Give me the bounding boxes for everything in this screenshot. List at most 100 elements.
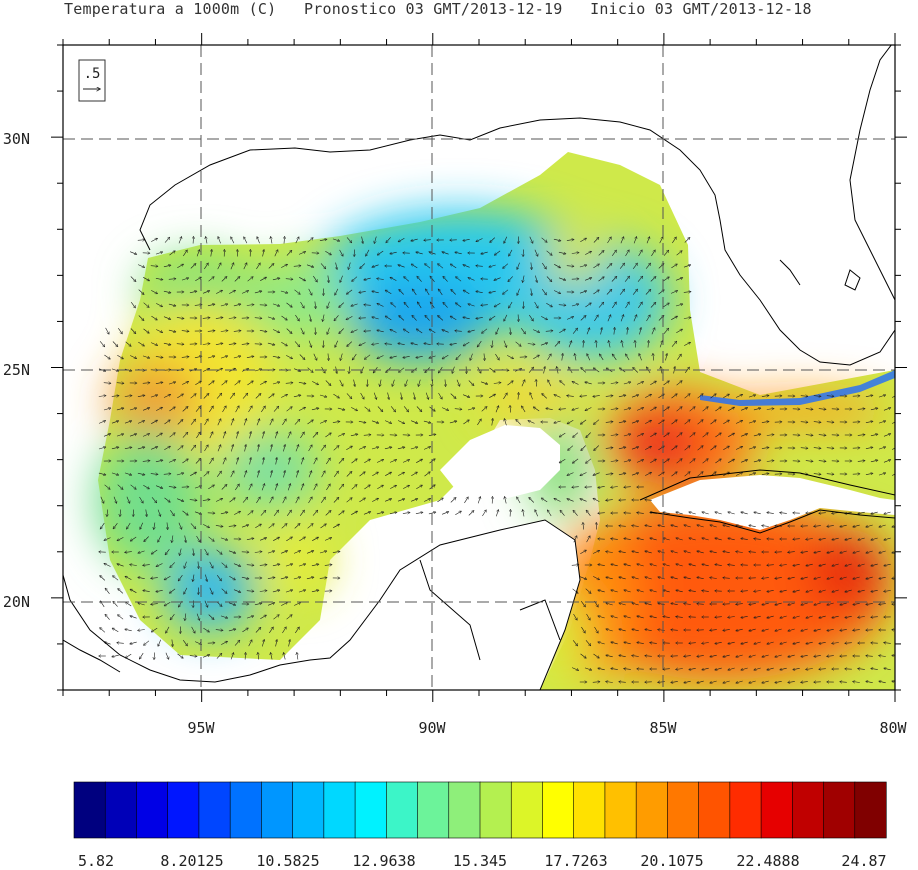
colorbar-swatch (261, 782, 293, 838)
colorbar-swatch (230, 782, 262, 838)
vector-arrow (416, 512, 423, 513)
vector-arrow (99, 396, 106, 397)
vector-arrow (271, 237, 272, 244)
vector-arrow (156, 252, 163, 254)
vector-arrow (113, 576, 119, 580)
vector-arrow (118, 615, 124, 619)
vector-arrow (125, 602, 131, 606)
colorbar-swatch (574, 782, 606, 838)
vector-arrow (104, 564, 110, 567)
vector-arrow (106, 328, 109, 334)
colorbar (74, 782, 886, 838)
colorbar-label: 8.20125 (160, 852, 223, 870)
colorbar-swatch (667, 782, 699, 838)
y-tick-label-30n: 30N (3, 130, 30, 148)
colorbar-swatch (605, 782, 637, 838)
colorbar-label: 10.5825 (256, 852, 319, 870)
vector-arrow (113, 601, 118, 606)
temperature-field (95, 152, 895, 690)
colorbar-label: 17.7263 (544, 852, 607, 870)
x-tick-label-80w: 80W (879, 719, 907, 737)
vector-arrow (117, 643, 124, 644)
vector-arrow (897, 668, 904, 670)
colorbar-swatch (168, 782, 200, 838)
vector-arrow (139, 653, 143, 659)
vector-arrow (482, 510, 486, 516)
vector-arrow (897, 642, 904, 643)
vector-reference-label: .5 (84, 66, 101, 82)
colorbar-label: 24.87 (841, 852, 886, 870)
vector-arrow (100, 341, 105, 346)
vector-arrow (244, 237, 247, 243)
x-tick-label-95w: 95W (187, 719, 215, 737)
vector-arrow (130, 642, 137, 644)
vector-arrow (131, 277, 136, 282)
vector-arrow (403, 512, 410, 513)
vector-arrow (138, 240, 145, 241)
vector-arrow (105, 614, 110, 619)
vector-reference-key: .5 (79, 60, 105, 101)
vector-arrow (284, 237, 285, 244)
x-tick-label-85w: 85W (649, 719, 677, 737)
colorbar-swatch (761, 782, 793, 838)
vector-arrow (179, 237, 182, 244)
colorbar-swatch (105, 782, 137, 838)
vector-arrow (100, 576, 105, 581)
colorbar-swatch (792, 782, 824, 838)
colorbar-swatch (355, 782, 387, 838)
colorbar-swatch (824, 782, 856, 838)
vector-arrow (517, 497, 521, 503)
vector-arrow (478, 497, 480, 504)
x-tick-label-90w: 90W (418, 719, 446, 737)
map-plot (63, 40, 904, 690)
vector-arrow (297, 653, 298, 660)
vector-arrow (125, 629, 132, 631)
colorbar-swatch (136, 782, 168, 838)
vector-arrow (118, 589, 123, 594)
colorbar-swatch (480, 782, 512, 838)
vector-arrow (144, 641, 149, 645)
colorbar-swatch (636, 782, 668, 838)
colorbar-swatch (418, 782, 450, 838)
vector-arrow (586, 510, 590, 516)
vector-arrow (154, 653, 155, 660)
colorbar-label: 12.9638 (352, 852, 415, 870)
vector-arrow (897, 433, 903, 436)
vector-arrow (897, 591, 904, 592)
colorbar-label: 20.1075 (640, 852, 703, 870)
vector-arrow (100, 628, 105, 633)
vector-arrow (104, 355, 110, 359)
colorbar-swatch (386, 782, 418, 838)
vector-arrow (897, 564, 904, 565)
vector-arrow (897, 512, 904, 514)
y-tick-label-25n: 25N (3, 361, 30, 379)
vector-arrow (523, 510, 524, 517)
colorbar-swatch (699, 782, 731, 838)
colorbar-swatch (293, 782, 325, 838)
vector-arrow (166, 653, 169, 659)
colorbar-label: 22.4888 (736, 852, 799, 870)
vector-arrow (897, 538, 904, 540)
colorbar-swatch (324, 782, 356, 838)
vector-arrow (112, 628, 118, 632)
vector-arrow (99, 421, 105, 424)
vector-arrow (138, 265, 144, 268)
vector-arrow (151, 238, 157, 241)
colorbar-label: 15.345 (453, 852, 507, 870)
vector-arrow (104, 408, 111, 410)
y-tick-label-20n: 20N (3, 593, 30, 611)
colorbar-swatch (199, 782, 231, 838)
vector-arrow (231, 237, 234, 243)
vector-arrow (897, 407, 903, 410)
vector-arrow (535, 510, 538, 516)
vector-arrow (104, 383, 111, 384)
colorbar-swatch (730, 782, 762, 838)
vector-arrow (496, 510, 498, 517)
vector-arrow (131, 302, 135, 308)
vector-arrow (113, 342, 118, 347)
colorbar-swatch (449, 782, 481, 838)
vector-arrow (105, 588, 109, 594)
colorbar-swatch (542, 782, 574, 838)
vector-arrow (118, 328, 122, 334)
